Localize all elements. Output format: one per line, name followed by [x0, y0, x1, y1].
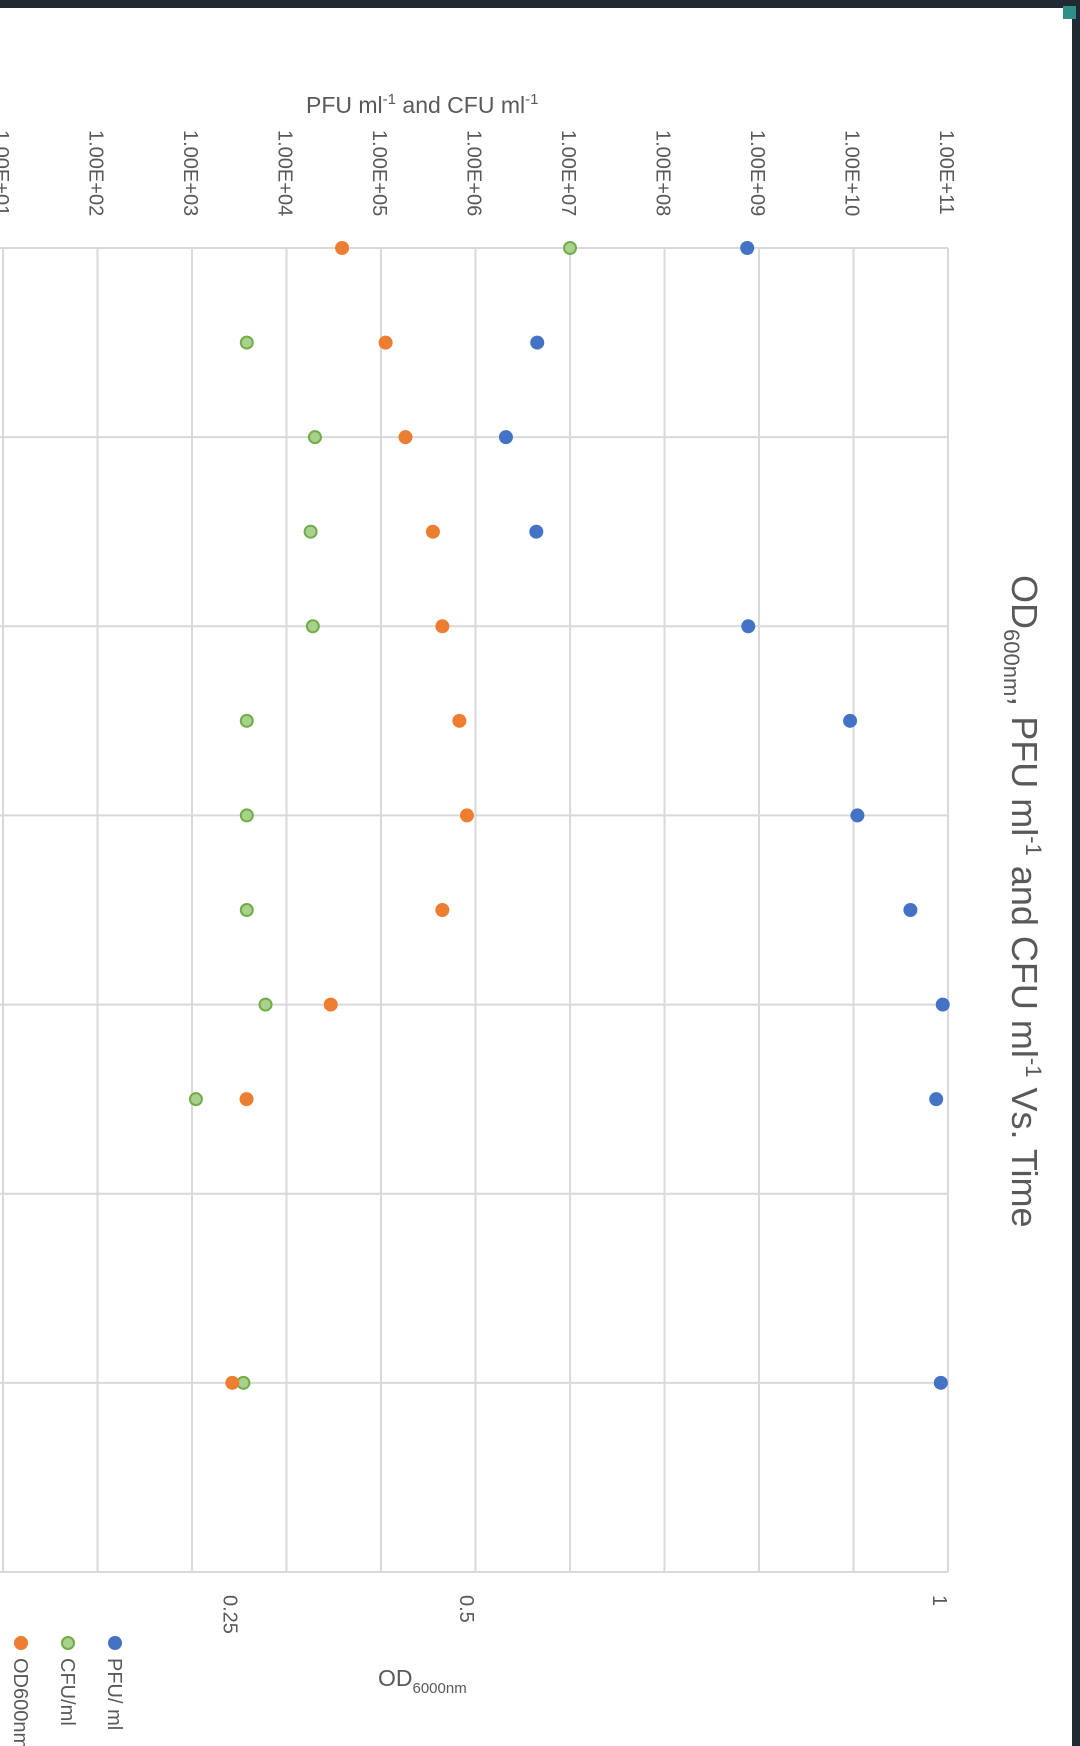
point-od [239, 1092, 254, 1107]
log-tick-label: 1.00E+04 [274, 130, 296, 216]
log-tick-label: 1.00E+05 [368, 130, 390, 216]
point-cfu [188, 1092, 203, 1107]
log-tick-label: 1.00E+03 [179, 130, 201, 216]
point-pfu [933, 1375, 948, 1390]
resize-handle[interactable] [1063, 6, 1076, 19]
point-od [425, 524, 440, 539]
point-cfu [239, 335, 254, 350]
log-tick-label: 1.00E+10 [841, 130, 863, 216]
log-tick-label: 1.00E+11 [935, 130, 957, 215]
log-axis-tick-labels: 1.00E+01 1.00E+02 1.00E+03 1.00E+04 1.00E+05… [0, 130, 957, 216]
window-right-scrollbar[interactable] [1072, 0, 1080, 1746]
point-pfu [850, 808, 865, 823]
legend-label-cfu: CFU/ml [56, 1658, 78, 1726]
point-cfu [563, 241, 577, 255]
point-cfu [307, 430, 322, 445]
point-pfu [529, 524, 544, 539]
point-od [435, 619, 450, 634]
point-cfu [258, 997, 273, 1012]
window-top-bar [0, 0, 1080, 8]
linear-tick-label: 0.5 [455, 1595, 477, 1623]
point-od [323, 997, 338, 1012]
legend-marker-cfu [61, 1636, 75, 1650]
log-tick-label: 1.00E+07 [557, 130, 579, 216]
log-tick-label: 1.00E+08 [652, 130, 674, 216]
point-od [435, 903, 450, 917]
point-cfu [239, 808, 254, 823]
legend-item-cfu: CFU/ml [56, 1636, 78, 1726]
point-pfu [843, 713, 858, 728]
chart-title: OD600nm, PFU ml-1 and CFU ml-1 Vs. Time [999, 575, 1046, 1227]
point-od [225, 1375, 240, 1390]
point-pfu [498, 430, 513, 445]
log-axis-title: PFU ml-1 and CFU ml-1 [306, 91, 538, 118]
point-cfu [239, 713, 254, 728]
legend-label-pfu: PFU/ ml [103, 1658, 125, 1730]
point-cfu [239, 903, 254, 917]
linear-axis-tick-labels: 0.25 0.5 1 [218, 1595, 950, 1634]
linear-tick-label: 1 [928, 1595, 950, 1606]
legend: PFU/ ml CFU/ml OD600nm [9, 1636, 125, 1746]
legend-marker-od [14, 1636, 28, 1650]
point-pfu [929, 1092, 944, 1107]
point-cfu [305, 619, 320, 634]
linear-axis-title: OD6000nm [378, 1665, 467, 1697]
log-tick-label: 1.00E+06 [463, 130, 485, 216]
log-tick-label: 1.00E+02 [85, 130, 107, 216]
legend-marker-pfu [108, 1636, 122, 1650]
point-pfu [903, 903, 918, 917]
data-points [188, 241, 950, 1390]
point-od [335, 241, 350, 255]
grid-horizontal-lines [0, 247, 948, 1573]
point-od [452, 713, 467, 728]
log-tick-label: 1.00E+01 [0, 130, 12, 216]
legend-item-pfu: PFU/ ml [103, 1636, 125, 1730]
point-od [378, 335, 393, 350]
legend-item-od: OD600nm [9, 1636, 31, 1746]
legend-label-od: OD600nm [9, 1658, 31, 1746]
point-cfu [303, 524, 318, 539]
point-od [459, 808, 474, 823]
point-pfu [741, 619, 756, 634]
linear-tick-label: 0.25 [218, 1595, 240, 1634]
point-pfu [740, 241, 755, 255]
grid-vertical-lines [2, 248, 949, 1572]
log-tick-label: 1.00E+09 [746, 130, 768, 216]
point-pfu [935, 997, 950, 1012]
point-od [398, 430, 413, 445]
point-pfu [530, 335, 545, 350]
